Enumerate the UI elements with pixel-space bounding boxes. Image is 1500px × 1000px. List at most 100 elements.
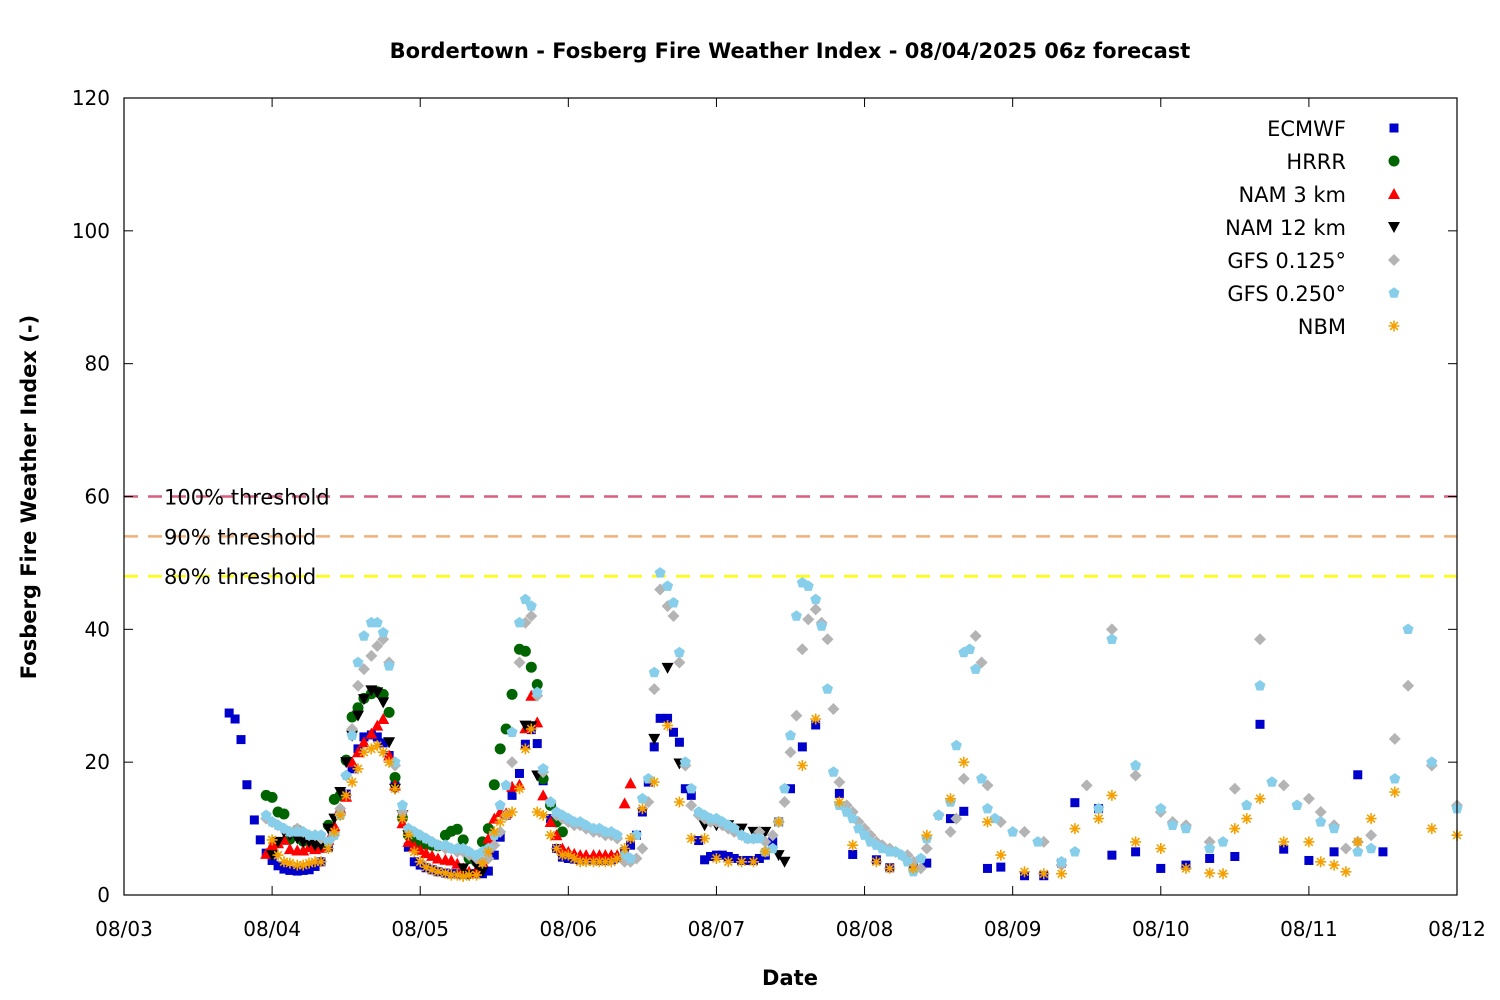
point-ecmwf xyxy=(754,853,764,863)
point-nam-3-km xyxy=(297,844,310,856)
legend-label-nam-3-km: NAM 3 km xyxy=(1238,183,1346,207)
point-gfs-0-125 xyxy=(1080,779,1093,792)
point-nbm xyxy=(1340,866,1352,878)
point-nbm xyxy=(556,849,568,861)
point-gfs-0-250 xyxy=(506,726,518,737)
point-nbm xyxy=(921,829,933,841)
point-nbm xyxy=(328,826,340,838)
point-gfs-0-250 xyxy=(1241,799,1253,810)
x-tick-label: 08/10 xyxy=(1132,917,1190,941)
point-nbm xyxy=(847,839,859,851)
point-gfs-0-250 xyxy=(1291,799,1303,810)
point-gfs-0-250 xyxy=(1402,623,1414,634)
point-nbm xyxy=(445,869,457,881)
point-nam-12-km xyxy=(322,823,335,835)
point-hrrr xyxy=(383,706,395,718)
point-nbm xyxy=(599,856,611,868)
point-gfs-0-250 xyxy=(1217,836,1229,847)
point-gfs-0-250 xyxy=(964,643,976,654)
point-gfs-0-250 xyxy=(654,567,666,578)
point-gfs-0-125 xyxy=(1018,825,1031,838)
point-nam-3-km xyxy=(537,789,550,801)
point-gfs-0-250 xyxy=(1056,856,1068,867)
point-gfs-0-250 xyxy=(630,829,642,840)
point-gfs-0-250 xyxy=(976,773,988,784)
point-gfs-0-250 xyxy=(970,663,982,674)
y-axis: 0 20 40 60 80 100 120 xyxy=(72,86,1457,907)
point-nbm xyxy=(1130,836,1142,848)
point-nbm xyxy=(673,796,685,808)
point-ecmwf xyxy=(1353,770,1363,780)
y-tick-label: 60 xyxy=(85,485,110,509)
legend-label-gfs-0-250: GFS 0.250° xyxy=(1227,282,1346,306)
point-gfs-0-250 xyxy=(1204,842,1216,854)
point-nbm xyxy=(593,856,605,868)
point-ecmwf xyxy=(1378,847,1388,857)
point-nbm xyxy=(358,746,370,758)
point-nbm xyxy=(1389,786,1401,798)
point-gfs-0-250 xyxy=(673,646,685,658)
point-nbm xyxy=(365,743,377,755)
point-gfs-0-250 xyxy=(822,683,833,694)
x-tick-label: 08/09 xyxy=(984,917,1042,941)
point-nbm xyxy=(471,869,482,881)
series-nbm xyxy=(266,713,1463,882)
point-ecmwf xyxy=(655,713,665,723)
point-gfs-0-250 xyxy=(642,773,654,784)
point-nbm xyxy=(995,849,1007,861)
point-ecmwf xyxy=(663,713,673,723)
point-nbm xyxy=(636,803,648,815)
point-hrrr xyxy=(389,771,401,783)
point-nam-3-km xyxy=(357,736,370,748)
point-hrrr xyxy=(531,678,543,690)
point-gfs-0-125 xyxy=(1388,732,1401,745)
point-nam-3-km xyxy=(445,854,458,866)
point-nbm xyxy=(1328,859,1340,871)
point-nbm xyxy=(759,846,771,858)
point-gfs-0-125 xyxy=(784,746,797,759)
point-ecmwf xyxy=(285,865,295,875)
point-ecmwf xyxy=(834,788,844,798)
point-ecmwf xyxy=(959,806,969,816)
point-gfs-0-250 xyxy=(260,809,272,820)
point-gfs-0-125 xyxy=(371,639,384,652)
threshold-90-threshold-label: 90% threshold xyxy=(164,525,316,549)
point-gfs-0-125 xyxy=(920,842,933,855)
point-gfs-0-125 xyxy=(950,812,963,825)
x-tick-label: 08/03 xyxy=(95,917,153,941)
point-nam-12-km xyxy=(383,737,396,749)
point-ecmwf xyxy=(230,714,240,724)
point-nbm xyxy=(662,720,674,732)
point-ecmwf xyxy=(649,742,659,752)
point-nbm xyxy=(1155,843,1167,854)
point-nbm xyxy=(303,857,315,869)
point-nam-3-km xyxy=(371,719,384,731)
point-nbm xyxy=(568,853,580,864)
point-gfs-0-125 xyxy=(1314,805,1327,818)
point-gfs-0-250 xyxy=(531,686,543,698)
point-ecmwf xyxy=(409,857,419,867)
point-hrrr xyxy=(266,791,278,803)
x-tick-label: 08/07 xyxy=(688,917,746,941)
point-gfs-0-125 xyxy=(778,796,791,809)
point-nbm xyxy=(278,856,290,868)
x-tick-label: 08/05 xyxy=(391,917,449,941)
point-gfs-0-250 xyxy=(525,600,537,611)
point-gfs-0-250 xyxy=(1426,756,1438,767)
point-gfs-0-125 xyxy=(969,629,982,642)
point-gfs-0-250 xyxy=(853,822,865,834)
point-gfs-0-250 xyxy=(396,799,408,810)
point-nam-12-km xyxy=(778,856,791,868)
x-tick-label: 08/06 xyxy=(540,917,598,941)
point-gfs-0-125 xyxy=(667,610,680,623)
point-ecmwf xyxy=(668,727,678,737)
point-ecmwf xyxy=(514,768,524,778)
point-hrrr xyxy=(519,645,531,657)
point-nbm xyxy=(439,867,451,879)
point-gfs-0-250 xyxy=(950,739,962,751)
x-axis-label: Date xyxy=(762,966,818,990)
point-gfs-0-125 xyxy=(506,756,519,769)
point-nbm xyxy=(625,833,636,844)
